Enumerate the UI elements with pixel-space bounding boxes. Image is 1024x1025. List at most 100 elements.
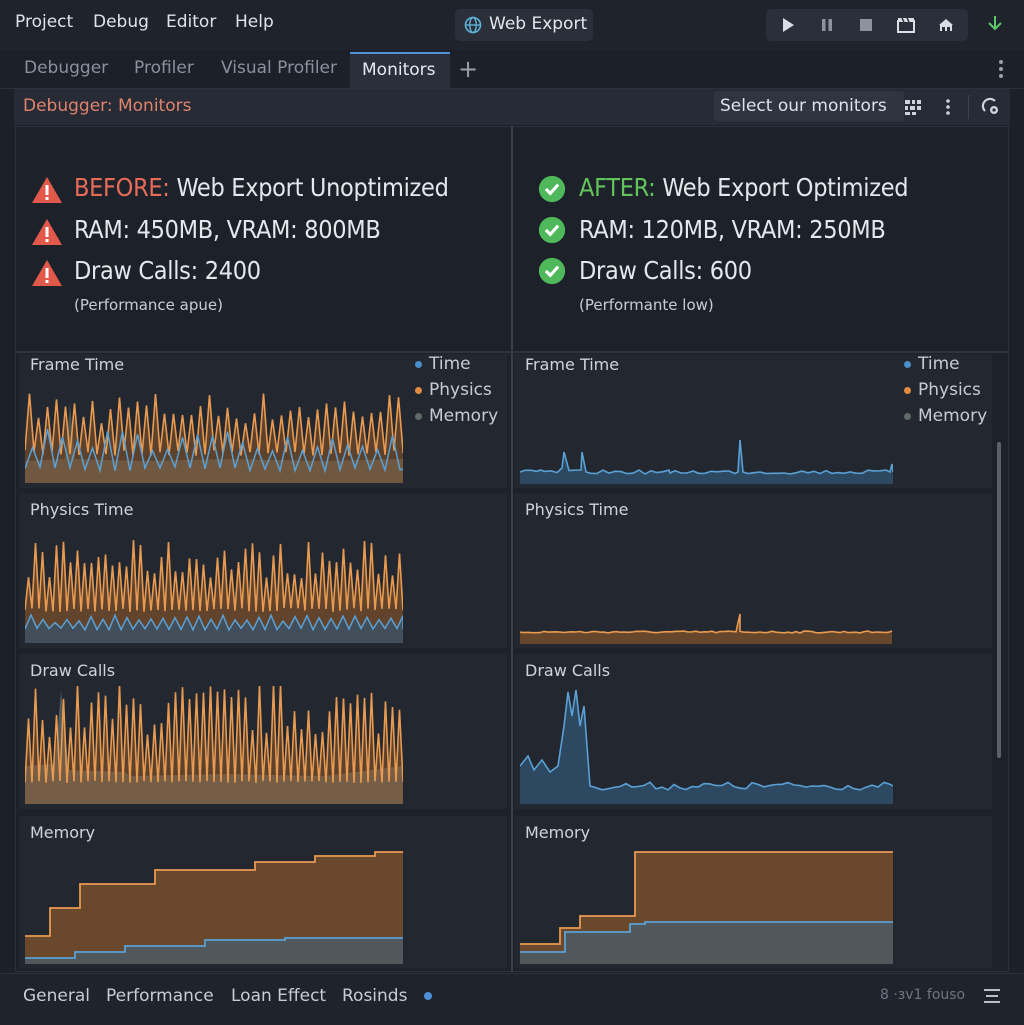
physics-area: [25, 686, 403, 804]
graph-title: Physics Time: [525, 500, 629, 519]
tab-visual-profiler[interactable]: Visual Profiler: [221, 58, 338, 78]
tab-monitors[interactable]: Monitors: [350, 52, 450, 88]
panel-menu-icon[interactable]: [982, 987, 1002, 1005]
after-memory-chart: [520, 851, 893, 964]
after-frame-time-chart: [520, 439, 893, 484]
legend-time: Time: [918, 354, 960, 374]
graph-title: Frame Time: [30, 355, 125, 374]
time-line: [520, 689, 893, 791]
summary-separator: [16, 351, 1008, 353]
legend-physics-dot: [904, 387, 911, 394]
download-arrow-icon[interactable]: [984, 13, 1006, 35]
time-area: [25, 615, 403, 643]
time-line: [25, 428, 403, 474]
web-export-label: Web Export: [489, 14, 588, 34]
play-icon[interactable]: [778, 15, 798, 35]
select-monitors-label: Select our monitors: [720, 96, 887, 116]
physics-line: [25, 393, 403, 456]
legend-time: Time: [429, 354, 471, 374]
bottom-tab-general[interactable]: General: [23, 986, 90, 1006]
physics-area: [25, 393, 403, 483]
after-note: (Performante low): [579, 296, 714, 314]
graph-title: Memory: [525, 823, 591, 842]
status-indicator: [424, 992, 432, 1000]
grid-layout-icon[interactable]: [903, 97, 923, 117]
time-area: [520, 690, 893, 804]
legend-memory-dot: [415, 413, 422, 420]
graph-title: Draw Calls: [30, 661, 116, 680]
warning-icon: [32, 219, 62, 245]
legend-physics: Physics: [429, 380, 492, 400]
refresh-settings-icon[interactable]: [981, 97, 1001, 117]
header-separator: [968, 95, 969, 119]
time-area: [520, 440, 893, 484]
pause-icon[interactable]: [817, 15, 837, 35]
panel-title: Debugger: Monitors: [23, 96, 192, 116]
web-export-button[interactable]: Web Export: [455, 9, 593, 41]
menu-debug[interactable]: Debug: [93, 12, 149, 32]
physics-line: [25, 851, 403, 937]
graph-title: Memory: [30, 823, 96, 842]
time-area: [25, 938, 403, 964]
tab-profiler[interactable]: Profiler: [134, 58, 194, 78]
before-draw-calls-chart: [25, 686, 403, 804]
after-frame-time-panel: Frame Time: [514, 354, 992, 488]
vertical-scrollbar[interactable]: [997, 442, 1001, 758]
tab-bar: Debugger Profiler Visual Profiler: [0, 50, 1024, 89]
after-draw-line: Draw Calls: 600: [579, 256, 752, 285]
memory-area: [25, 690, 403, 804]
time-line: [25, 937, 403, 959]
before-title-text: Web Export Unoptimized: [176, 173, 449, 202]
memory-area: [25, 852, 403, 964]
more-options-icon[interactable]: [938, 97, 958, 117]
after-physics-time-chart: [520, 613, 893, 644]
before-title: BEFORE: Web Export Unoptimized: [74, 173, 449, 202]
check-circle-icon: [538, 257, 566, 285]
graph-title: Frame Time: [525, 355, 620, 374]
check-circle-icon: [538, 216, 566, 244]
globe-icon: [464, 16, 482, 34]
after-title: AFTER: Web Export Optimized: [579, 173, 909, 202]
movie-icon[interactable]: [896, 15, 916, 35]
remote-debug-icon[interactable]: [936, 15, 956, 35]
split-divider[interactable]: [511, 126, 513, 972]
tab-monitors-label: Monitors: [362, 60, 436, 80]
physics-line: [25, 686, 403, 783]
version-label: 8 ·ɜv1 fouso: [880, 987, 966, 1003]
bottom-tab-performance[interactable]: Performance: [106, 986, 214, 1006]
time-line: [25, 613, 403, 632]
legend-memory-dot: [904, 413, 911, 420]
time-line: [520, 921, 893, 953]
menu-project[interactable]: Project: [15, 12, 74, 32]
physics-line: [520, 851, 893, 945]
stop-icon[interactable]: [856, 15, 876, 35]
monitors-header: Debugger: Monitors Select our monitors: [14, 89, 1010, 125]
tab-options-icon[interactable]: [996, 58, 1006, 80]
before-keyword: BEFORE:: [74, 173, 170, 202]
menu-editor[interactable]: Editor: [166, 12, 217, 32]
tab-debugger[interactable]: Debugger: [24, 58, 109, 78]
before-note: (Performance apue): [74, 296, 223, 314]
bottom-tab-loan-effect[interactable]: Loan Effect: [231, 986, 327, 1006]
after-draw-calls-chart: [520, 689, 893, 804]
menu-help[interactable]: Help: [235, 12, 274, 32]
before-physics-time-chart: [25, 540, 403, 643]
physics-line: [520, 613, 893, 634]
physics-area: [520, 614, 892, 644]
select-monitors-button[interactable]: Select our monitors: [714, 91, 904, 121]
legend-time-dot: [415, 361, 422, 368]
time-line: [520, 439, 893, 475]
run-controls: [766, 9, 968, 41]
legend-physics: Physics: [918, 380, 981, 400]
bottom-panel-bar: General Performance Loan Effect Rosinds …: [0, 973, 1024, 1025]
before-frame-time-chart: [25, 393, 403, 483]
add-tab-button[interactable]: +: [458, 55, 479, 83]
after-keyword: AFTER:: [579, 173, 656, 202]
before-memory-chart: [25, 851, 403, 964]
after-title-text: Web Export Optimized: [662, 173, 909, 202]
before-ram-line: RAM: 450MB, VRAM: 800MB: [74, 215, 381, 244]
warning-icon: [32, 177, 62, 203]
graph-title: Physics Time: [30, 500, 134, 519]
bottom-tab-rosinds[interactable]: Rosinds: [342, 986, 408, 1006]
after-ram-line: RAM: 120MB, VRAM: 250MB: [579, 215, 886, 244]
